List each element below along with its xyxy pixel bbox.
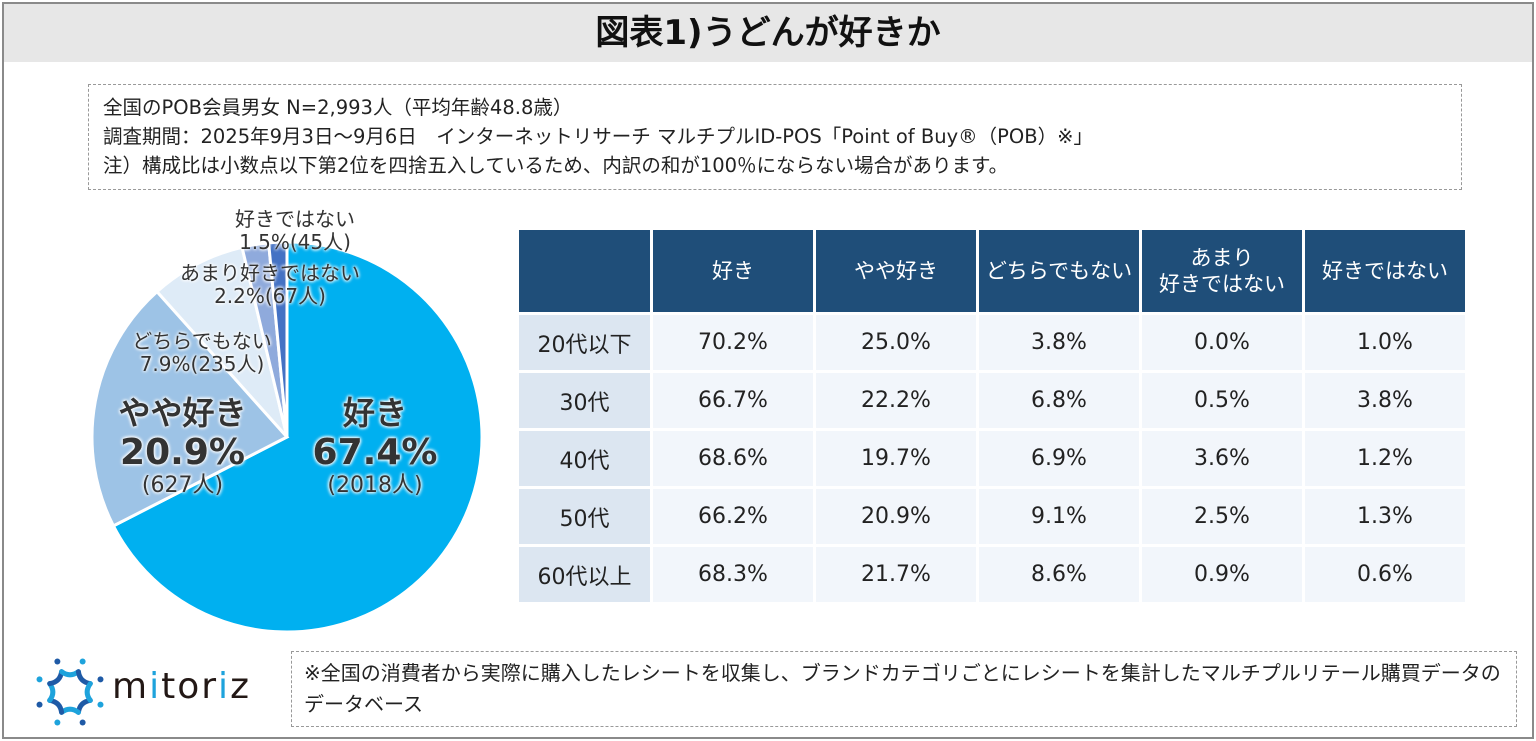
table-cell: 0.9% [1142,547,1302,602]
table-cell: 3.8% [979,315,1139,370]
table-cell: 0.0% [1142,315,1302,370]
slice-value: (2018人) [327,473,423,499]
table-cell: 66.2% [653,489,813,544]
page-title: 図表1)うどんが好きか [4,4,1532,62]
slice-name: 好き [342,394,407,432]
mitoriz-logo-icon [36,658,104,726]
table-cell: 2.5% [1142,489,1302,544]
table-cell: 1.3% [1305,489,1465,544]
row-label: 30代 [519,373,650,428]
pie-slice [154,245,289,438]
table-cell: 6.9% [979,431,1139,486]
pie-label: やや好き 20.9% (627人) [100,395,265,499]
row-label: 50代 [519,489,650,544]
slice-value: 7.9%(235人) [139,352,265,376]
table-cell: 8.6% [979,547,1139,602]
table-cell: 25.0% [816,315,976,370]
pie-slice [111,240,484,634]
note-line: 全国のPOB会員男女 N=2,993人（平均年齢48.8歳） [103,96,573,119]
pie-label: 好きではない 1.5%(45人) [220,208,370,254]
column-header: 好きではない [1305,230,1465,312]
table-cell: 1.2% [1305,431,1465,486]
pie-label: あまり好きではない 2.2%(67人) [160,262,380,308]
table-cell: 22.2% [816,373,976,428]
table-cell: 9.1% [979,489,1139,544]
table-cell: 68.3% [653,547,813,602]
note-line: 注）構成比は小数点以下第2位を四捨五入しているため、内訳の和が100％にならない… [103,154,1009,177]
survey-note: 全国のPOB会員男女 N=2,993人（平均年齢48.8歳） 調査期間：2025… [88,84,1462,190]
table-row: 20代以下 70.2% 25.0% 3.8% 0.0% 1.0% [519,315,1465,370]
table-cell: 68.6% [653,431,813,486]
column-header: 好き [653,230,813,312]
table-row: 60代以上 68.3% 21.7% 8.6% 0.9% 0.6% [519,547,1465,602]
pie-slice [90,289,290,528]
slice-name: 好きではない [235,207,355,231]
column-header: あまり 好きではない [1142,230,1302,312]
table-cell: 66.7% [653,373,813,428]
slice-name: どちらでもない [132,329,272,353]
row-label: 60代以上 [519,547,650,602]
logo-text: mitoriz [112,666,251,707]
table-corner [519,230,650,312]
slice-value: (627人) [141,473,224,499]
table-cell: 19.7% [816,431,976,486]
table-cell: 0.5% [1142,373,1302,428]
slice-name: やや好き [118,394,247,432]
pie-slice [266,240,289,438]
row-label: 40代 [519,431,650,486]
pie-label: どちらでもない 7.9%(235人) [112,330,292,376]
table-cell: 21.7% [816,547,976,602]
row-label: 20代以下 [519,315,650,370]
table-row: 50代 66.2% 20.9% 9.1% 2.5% 1.3% [519,489,1465,544]
table-cell: 1.0% [1305,315,1465,370]
note-line: 調査期間：2025年9月3日～9月6日 インターネットリサーチ マルチプルID-… [103,125,1093,148]
table-cell: 20.9% [816,489,976,544]
table-cell: 3.8% [1305,373,1465,428]
table-cell: 3.6% [1142,431,1302,486]
table-cell: 70.2% [653,315,813,370]
column-header: どちらでもない [979,230,1139,312]
data-table: 好き やや好き どちらでもない あまり 好きではない 好きではない 20代以下 70.2% 2… [516,227,1468,605]
slice-value: 1.5%(45人) [239,230,351,254]
footnote: ※全国の消費者から実際に購入したレシートを収集し、ブランドカテゴリごとにレシート… [291,651,1517,727]
slice-value: 67.4% [312,431,438,473]
table-row: 30代 66.7% 22.2% 6.8% 0.5% 3.8% [519,373,1465,428]
slice-name: あまり好きではない [180,261,360,285]
table-cell: 6.8% [979,373,1139,428]
pie-label: 好き 67.4% (2018人) [300,395,450,499]
slice-value: 20.9% [120,431,245,473]
column-header: やや好き [816,230,976,312]
slice-value: 2.2%(67人) [214,284,326,308]
table-cell: 0.6% [1305,547,1465,602]
pie-chart [90,240,484,634]
table-row: 40代 68.6% 19.7% 6.9% 3.6% 1.2% [519,431,1465,486]
